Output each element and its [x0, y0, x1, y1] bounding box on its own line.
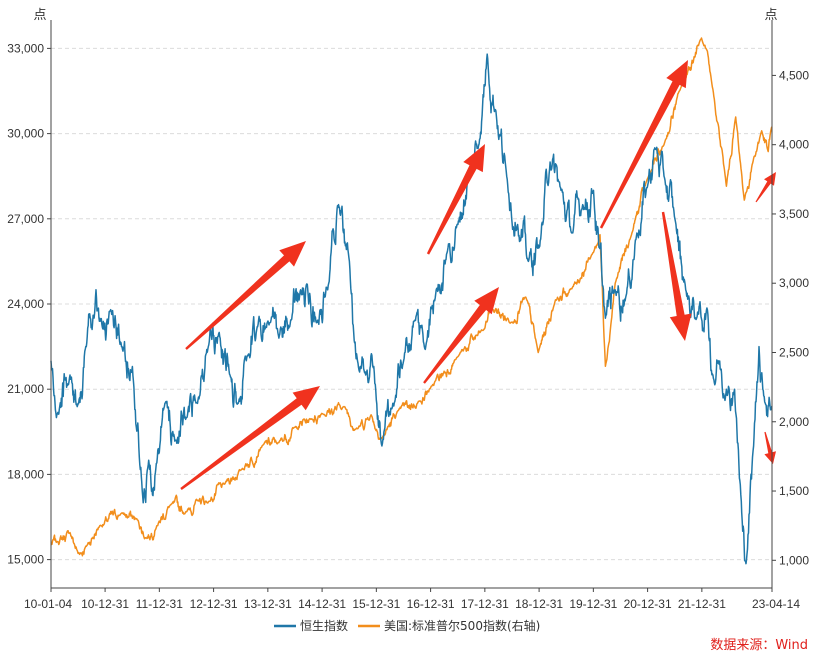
series-line-hsi: [50, 53, 773, 565]
left-tick-label: 27,000: [7, 212, 44, 226]
right-tick-label: 4,000: [779, 138, 809, 152]
right-tick-label: 2,500: [779, 345, 809, 359]
trend-arrow-2: [180, 386, 320, 490]
left-tick-label: 24,000: [7, 297, 44, 311]
trend-arrow-4: [423, 287, 499, 384]
x-tick-label: 19-12-31: [569, 597, 617, 611]
x-tick-label: 18-12-31: [515, 597, 563, 611]
right-tick-label: 3,000: [779, 276, 809, 290]
x-tick-label: 17-12-31: [461, 597, 509, 611]
x-tick-label: 10-01-04: [24, 597, 72, 611]
x-tick-label: 21-12-31: [678, 597, 726, 611]
right-axis-unit: 点: [764, 8, 777, 23]
data-source: 数据来源：Wind: [710, 638, 808, 653]
right-tick-label: 1,000: [779, 553, 809, 567]
x-tick-label: 15-12-31: [352, 597, 400, 611]
x-tick-label: 11-12-31: [136, 597, 183, 611]
trend-arrows: [180, 60, 776, 490]
trend-arrow-5: [599, 60, 688, 229]
right-tick-label: 1,500: [779, 484, 809, 498]
trend-arrow-6: [661, 211, 692, 341]
right-tick-label: 2,000: [779, 415, 809, 429]
trend-arrow-7: [755, 172, 776, 203]
right-tick-label: 4,500: [779, 68, 809, 82]
x-tick-label: 14-12-31: [298, 597, 346, 611]
series-layer: [50, 37, 773, 565]
left-tick-label: 15,000: [7, 553, 44, 567]
x-tick-label: 10-12-31: [81, 597, 129, 611]
legend-label-sp500: 美国:标准普尔500指数(右轴): [384, 618, 540, 633]
left-tick-label: 18,000: [7, 467, 44, 481]
grid: [51, 47, 772, 561]
x-tick-label: 12-12-31: [190, 597, 238, 611]
right-tick-label: 3,500: [779, 207, 809, 221]
axes: 点 点 15,000 18,000 21,000 24,000 27,000 30,000…: [7, 8, 809, 611]
left-tick-label: 21,000: [7, 382, 44, 396]
x-tick-label: 13-12-31: [244, 597, 292, 611]
trend-arrow-3: [426, 144, 485, 255]
left-tick-label: 30,000: [7, 127, 44, 141]
left-tick-label: 33,000: [7, 41, 44, 55]
trend-arrow-8: [764, 431, 776, 464]
x-tick-label: 23-04-14: [752, 597, 800, 611]
trend-arrow-1: [185, 241, 306, 350]
legend-label-hsi: 恒生指数: [300, 618, 348, 633]
x-tick-label: 16-12-31: [407, 597, 455, 611]
series-line-sp500: [50, 37, 773, 557]
x-tick-label: 20-12-31: [624, 597, 672, 611]
left-axis-unit: 点: [33, 8, 46, 23]
legend: 恒生指数 美国:标准普尔500指数(右轴): [274, 618, 540, 633]
